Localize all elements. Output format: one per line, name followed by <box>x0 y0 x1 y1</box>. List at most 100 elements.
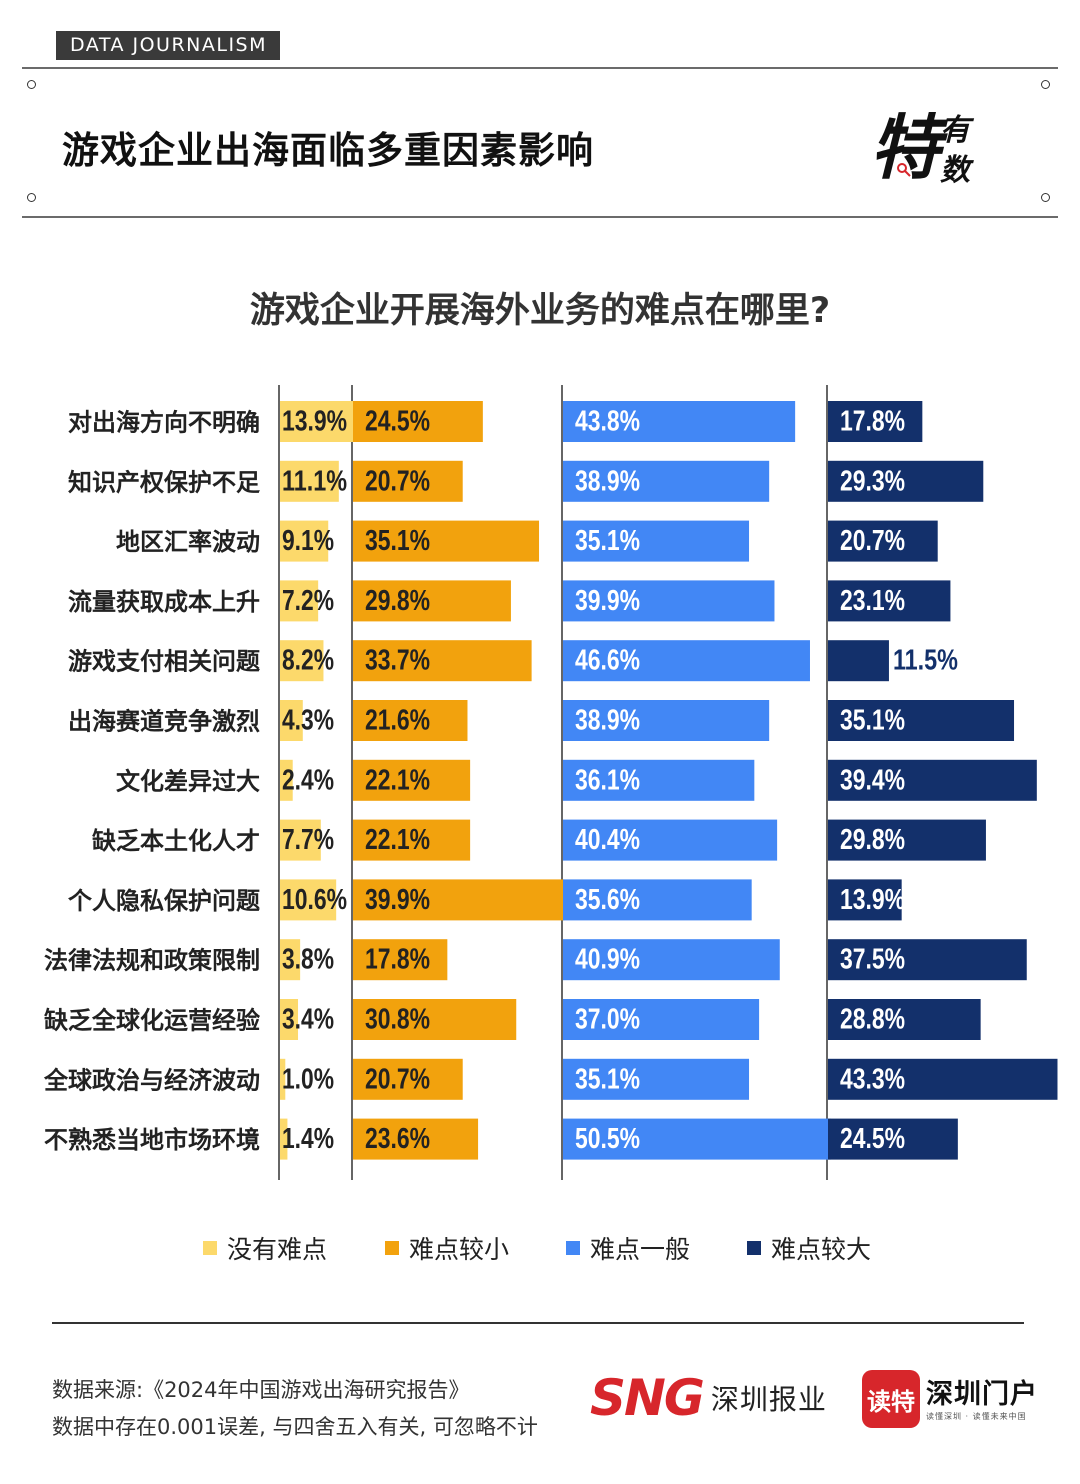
header-bottom-rule <box>22 216 1058 218</box>
data-label: 35.1% <box>575 525 640 557</box>
bar-2 <box>353 819 471 861</box>
data-label: 24.5% <box>840 1123 905 1155</box>
data-label: 35.1% <box>575 1063 640 1095</box>
bar-2 <box>353 401 483 442</box>
dute-logo: 读特 <box>862 1370 920 1428</box>
data-label: 43.8% <box>575 406 640 438</box>
bar-1 <box>280 999 299 1040</box>
legend-swatch <box>566 1241 580 1255</box>
bar-4 <box>828 939 1027 981</box>
bar-3 <box>563 999 760 1040</box>
legend-swatch <box>385 1241 399 1255</box>
bar-4 <box>828 580 951 622</box>
bar-2 <box>353 999 517 1040</box>
bar-4 <box>828 819 986 861</box>
data-label: 36.1% <box>575 764 640 796</box>
data-label: 22.1% <box>365 764 430 796</box>
data-label: 40.4% <box>575 824 640 856</box>
shenzhen-portal-logo: 深圳门户 读懂深圳 · 读懂未来中国 <box>926 1379 1038 1421</box>
data-label: 28.8% <box>840 1004 905 1036</box>
category-label: 知识产权保护不足 <box>68 468 260 496</box>
category-label: 个人隐私保护问题 <box>68 887 260 915</box>
data-source: 数据来源:《2024年中国游戏出海研究报告》 <box>52 1378 470 1402</box>
page-title: 游戏企业出海面临多重因素影响 <box>62 129 594 172</box>
category-label: 法律法规和政策限制 <box>44 947 260 975</box>
data-label: 11.5% <box>893 645 958 677</box>
bar-3 <box>563 939 780 981</box>
data-label: 17.8% <box>365 944 430 976</box>
bar-1 <box>280 939 301 981</box>
chart-title: 游戏企业开展海外业务的难点在哪里? <box>249 291 831 331</box>
bar-4 <box>828 401 923 442</box>
bar-2 <box>353 1058 463 1100</box>
category-label: 缺乏本土化人才 <box>92 827 260 855</box>
bar-1 <box>280 1058 286 1100</box>
bar-3 <box>563 759 755 801</box>
bar-3 <box>563 460 770 502</box>
data-label: 7.7% <box>282 824 334 856</box>
data-label: 38.9% <box>575 465 640 497</box>
category-label: 缺乏全球化运营经验 <box>44 1007 260 1035</box>
bar-4 <box>828 1118 958 1160</box>
data-label: 21.6% <box>365 705 430 737</box>
bar-3 <box>563 879 752 921</box>
data-label: 30.8% <box>365 1004 430 1036</box>
data-label: 43.3% <box>840 1063 905 1095</box>
bar-4 <box>828 999 981 1040</box>
legend-item-small: 难点较小 <box>385 1228 509 1268</box>
bar-2 <box>353 1118 479 1160</box>
bar-3 <box>563 1058 750 1100</box>
data-label: 1.0% <box>282 1063 334 1095</box>
bar-1 <box>280 460 339 502</box>
data-label: 11.1% <box>282 465 347 497</box>
data-label: 23.6% <box>365 1123 430 1155</box>
category-label: 流量获取成本上升 <box>68 588 260 616</box>
data-label: 39.9% <box>365 884 430 916</box>
bar-2 <box>353 640 532 682</box>
bar-3 <box>563 401 796 442</box>
bar-3 <box>563 640 810 682</box>
logo-small-char-1: 有 <box>940 113 975 148</box>
bar-2 <box>353 520 540 562</box>
data-label: 7.2% <box>282 585 334 617</box>
data-label: 37.0% <box>575 1004 640 1036</box>
bar-1 <box>280 700 303 741</box>
category-label: 对出海方向不明确 <box>68 409 260 437</box>
bar-3 <box>563 580 775 622</box>
data-label: 33.7% <box>365 645 430 677</box>
bar-1 <box>280 759 293 801</box>
bar-4 <box>828 700 1015 741</box>
bar-1 <box>280 580 319 622</box>
data-label: 20.7% <box>365 465 430 497</box>
data-label: 1.4% <box>282 1123 334 1155</box>
bar-2 <box>353 580 511 622</box>
tesoushu-logo: 特 有 数 <box>870 107 975 189</box>
logo-big-char: 特 <box>870 107 949 189</box>
footer-rule <box>52 1322 1024 1324</box>
data-label: 29.3% <box>840 465 905 497</box>
data-label: 13.9% <box>282 406 347 438</box>
corner-dot-icon <box>1041 80 1050 89</box>
data-label: 29.8% <box>365 585 430 617</box>
chart-legend: 没有难点 难点较小 难点一般 难点较大 <box>0 1228 1080 1268</box>
legend-item-medium: 难点一般 <box>566 1228 690 1268</box>
bar-2 <box>353 759 471 801</box>
category-label: 地区汇率波动 <box>116 528 260 556</box>
data-label: 10.6% <box>282 884 347 916</box>
data-label: 23.1% <box>840 585 905 617</box>
data-label: 46.6% <box>575 645 640 677</box>
data-label: 20.7% <box>840 525 905 557</box>
corner-dot-icon <box>1041 193 1050 202</box>
logo-magnifier-icon <box>897 163 907 173</box>
stacked-bar-chart: 对出海方向不明确 13.9% 24.5% 43.8% 17.8% 知识产权保护不足 11.1… <box>43 385 1058 1180</box>
data-label: 37.5% <box>840 944 905 976</box>
data-label: 17.8% <box>840 406 905 438</box>
category-label: 游戏支付相关问题 <box>68 648 260 676</box>
data-label: 40.9% <box>575 944 640 976</box>
bar-4 <box>828 640 889 682</box>
bar-3 <box>563 700 770 741</box>
bar-1 <box>280 520 329 562</box>
data-label: 13.9% <box>840 884 905 916</box>
legend-item-none: 没有难点 <box>203 1228 327 1268</box>
bar-3 <box>563 819 778 861</box>
